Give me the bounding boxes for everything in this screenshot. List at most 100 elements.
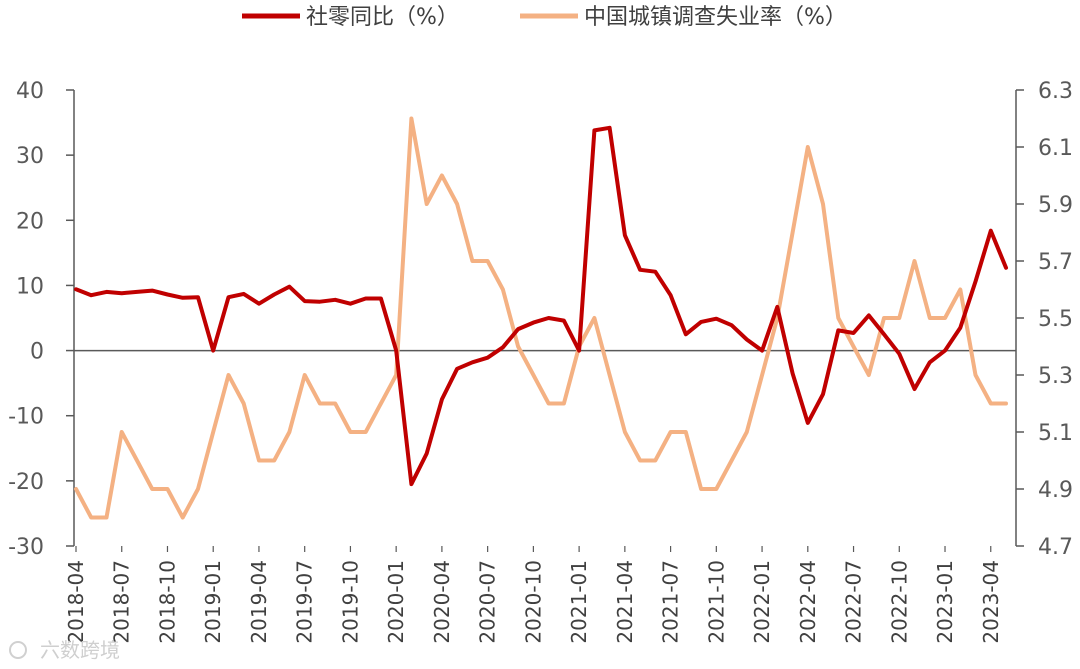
retail-sales-point (211, 349, 215, 352)
unemployment-point (105, 516, 108, 519)
left-tick-label: -30 (8, 535, 44, 560)
x-tick-label: 2020-04 (430, 560, 454, 644)
retail-sales-point (501, 345, 505, 349)
unemployment-point (592, 316, 596, 320)
right-tick-label: 5.1 (1038, 421, 1073, 446)
unemployment-point (913, 259, 916, 263)
x-tick-label: 2019-10 (338, 560, 362, 644)
retail-sales-point (349, 302, 352, 306)
retail-sales-point (592, 128, 596, 132)
unemployment-point (943, 316, 947, 320)
retail-sales-point (638, 268, 642, 272)
retail-sales-point (166, 293, 169, 296)
unemployment-point (623, 430, 627, 434)
x-tick-label: 2021-07 (659, 560, 683, 644)
retail-sales-point (913, 387, 916, 391)
x-tick-label: 2021-10 (704, 560, 728, 644)
right-tick-label: 4.9 (1038, 478, 1073, 503)
right-tick-label: 5.5 (1038, 307, 1073, 332)
unemployment-point (745, 430, 749, 434)
unemployment-point (242, 402, 246, 405)
watermark-text: 六数跨境 (40, 638, 120, 662)
unemployment-point (211, 430, 215, 434)
x-tick-label: 2023-01 (933, 560, 957, 644)
x-tick-label: 2018-04 (64, 560, 88, 644)
retail-sales-point (486, 356, 490, 360)
unemployment-point (791, 231, 794, 234)
left-tick-label: 10 (16, 274, 44, 299)
x-tick-label: 2021-01 (567, 560, 591, 644)
retail-sales-point (699, 320, 703, 324)
unemployment-point (288, 430, 291, 434)
retail-sales-point (364, 297, 368, 300)
unemployment-point (882, 316, 886, 320)
retail-sales-point (150, 289, 154, 293)
right-tick-label: 5.9 (1038, 193, 1073, 218)
left-tick-label: 30 (16, 144, 44, 169)
legend: 社零同比（%） 中国城镇调查失业率（%） (242, 5, 847, 30)
retail-sales-point (775, 305, 779, 309)
retail-sales-point (135, 290, 139, 294)
retail-sales-point (425, 452, 429, 455)
retail-sales-point (806, 421, 810, 425)
retail-sales-point (852, 331, 855, 335)
right-tick-label: 4.7 (1038, 535, 1073, 560)
unemployment-point (455, 202, 459, 206)
unemployment-point (806, 145, 810, 149)
unemployment-point (135, 459, 139, 462)
left-axis-ticks: 40 30 20 10 0 -10 -20 -30 (8, 79, 74, 560)
unemployment-point (333, 402, 337, 405)
retail-sales-point (836, 328, 840, 332)
retail-sales-point (455, 367, 459, 371)
right-tick-label: 6.1 (1038, 136, 1073, 161)
left-tick-label: 0 (30, 340, 44, 365)
unemployment-point (958, 288, 962, 291)
unemployment-point (608, 373, 612, 377)
x-axis-ticks: 2018-04 2018-07 2018-10 2019-01 2019-04 2019-… (64, 546, 1003, 644)
retail-sales-point (669, 293, 672, 297)
right-tick-label: 5.7 (1038, 250, 1073, 275)
retail-sales-point (791, 371, 794, 375)
x-tick-label: 2021-04 (613, 560, 637, 644)
retail-sales-point (303, 299, 307, 303)
x-tick-label: 2019-04 (247, 560, 271, 644)
left-tick-label: -20 (8, 470, 44, 495)
retail-sales-point (394, 349, 398, 352)
unemployment-point (1004, 402, 1008, 405)
retail-sales-point (821, 392, 825, 396)
retail-sales-point (120, 291, 124, 295)
unemployment-point (638, 459, 642, 462)
retail-sales-point (562, 319, 566, 323)
left-tick-label: 40 (16, 79, 44, 104)
unemployment-point (547, 402, 551, 405)
unemployment-point (349, 430, 352, 434)
retail-sales-point (257, 302, 261, 306)
unemployment-point (303, 373, 307, 377)
unemployment-point (989, 402, 993, 405)
unemployment-point (166, 487, 169, 491)
retail-sales-point (684, 332, 688, 336)
retail-sales-point (897, 352, 901, 356)
retail-sales-point (577, 349, 581, 352)
x-tick-label: 2022-01 (750, 560, 774, 644)
unemployment-point (714, 487, 718, 491)
retail-sales-point (867, 313, 871, 317)
retail-sales-point (288, 285, 291, 289)
x-tick-label: 2018-07 (110, 560, 134, 644)
x-tick-label: 2020-01 (384, 560, 408, 644)
unemployment-point (394, 373, 398, 377)
retail-sales-point (470, 360, 474, 364)
unemployment-point (364, 430, 368, 434)
unemployment-point (684, 430, 688, 434)
unemployment-point (318, 402, 322, 405)
unemployment-point (425, 202, 429, 206)
retail-sales-point (1004, 266, 1008, 270)
unemployment-point (501, 288, 505, 291)
retail-sales-point (653, 270, 657, 274)
retail-sales-point (379, 297, 383, 300)
retail-sales-point (928, 360, 932, 364)
unemployment-point (867, 373, 871, 377)
retail-sales-point (714, 317, 718, 321)
unemployment-point (653, 459, 657, 462)
